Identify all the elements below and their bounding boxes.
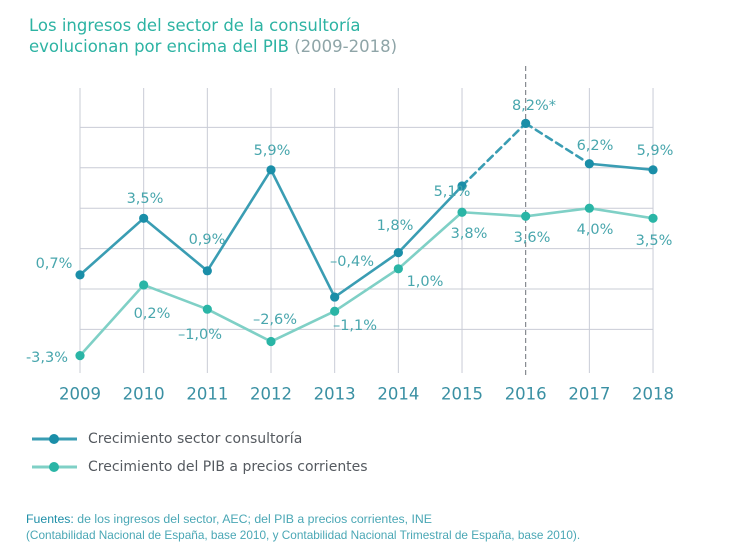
x-tick-label: 2018: [632, 385, 674, 404]
series-1-segment: [588, 206, 655, 220]
data-label: 8,2%*: [512, 98, 556, 114]
series-0-point: [202, 266, 212, 276]
data-label: –1,1%: [333, 318, 377, 334]
data-label: 5,9%: [637, 143, 674, 159]
title-period: (2009-2018): [294, 37, 398, 56]
title-line-1: Los ingresos del sector de la consultorí…: [29, 16, 361, 35]
series-1-segment: [460, 210, 527, 218]
data-label: 5,9%: [254, 143, 291, 159]
x-tick-label: 2014: [377, 385, 419, 404]
data-label: 3,5%: [127, 191, 164, 207]
series-0-segment: [142, 217, 209, 273]
data-label: -3,3%: [26, 350, 68, 366]
series-0-segment: [460, 122, 527, 188]
legend-label: Crecimiento sector consultoría: [88, 431, 302, 447]
series-1-segment: [397, 210, 464, 271]
series-1-segment: [142, 283, 209, 311]
x-tick-label: 2011: [186, 385, 228, 404]
data-label: 3,8%: [451, 226, 488, 242]
chart-title: Los ingresos del sector de la consultorí…: [29, 15, 397, 57]
x-tick-label: 2009: [59, 385, 101, 404]
data-label: 0,9%: [189, 232, 226, 248]
series-1-segment: [206, 307, 273, 343]
series-0-segment: [524, 122, 591, 166]
series-1-point: [521, 211, 531, 221]
data-label: 0,7%: [36, 256, 73, 272]
data-label: –2,6%: [253, 312, 297, 328]
series-0-point: [521, 118, 531, 128]
series-0-segment: [206, 168, 273, 273]
legend-marker: [49, 434, 59, 444]
series-0-point: [457, 181, 467, 191]
legend-marker: [49, 462, 59, 472]
series-0-point: [139, 213, 149, 223]
series-1-point: [584, 203, 594, 213]
series-1-point: [393, 264, 403, 274]
x-tick-label: 2016: [505, 385, 547, 404]
x-tick-label: 2017: [568, 385, 610, 404]
data-label: –0,4%: [330, 254, 374, 270]
series-1-point: [330, 306, 340, 316]
series-1-segment: [333, 267, 400, 313]
series-0-point: [648, 165, 658, 175]
sources-note: Fuentes: de los ingresos del sector, AEC…: [26, 511, 580, 543]
series-1-point: [648, 213, 658, 223]
title-line-2: evolucionan por encima del PIB: [29, 37, 289, 56]
series-0-segment: [78, 217, 145, 277]
data-label: 6,2%: [577, 138, 614, 154]
series-1-segment: [78, 283, 145, 357]
legend-label: Crecimiento del PIB a precios corrientes: [88, 459, 368, 475]
x-tick-label: 2013: [314, 385, 356, 404]
series-1-segment: [269, 309, 336, 343]
data-label: 3,6%: [514, 230, 551, 246]
series-1-point: [75, 351, 85, 361]
sources-label: Fuentes:: [26, 512, 74, 526]
series-0-segment: [397, 184, 464, 254]
x-tick-label: 2010: [123, 385, 165, 404]
series-0-point: [330, 292, 340, 302]
series-0-point: [584, 159, 594, 169]
series-0-point: [266, 165, 276, 175]
x-tick-label: 2012: [250, 385, 292, 404]
x-tick-label: 2015: [441, 385, 483, 404]
data-label: 3,5%: [636, 233, 673, 249]
line-chart: 0,7% 3,5% 0,9% 5,9% –0,4% 1,8% 5,1% 8,2%* 6,2% 5,…: [26, 66, 674, 475]
sources-text: de los ingresos del sector, AEC; del PIB…: [77, 512, 433, 526]
sources-line-2: (Contabilidad Nacional de España, base 2…: [26, 528, 581, 542]
series-1-point: [266, 336, 276, 347]
data-label: 1,0%: [407, 274, 444, 290]
data-label: 0,2%: [134, 306, 171, 322]
series-0-segment: [588, 162, 655, 172]
data-label: –1,0%: [178, 327, 222, 343]
series-0-point: [393, 248, 403, 258]
data-label: 4,0%: [577, 222, 614, 238]
data-label: 5,1%: [434, 184, 471, 200]
series-1-segment: [524, 206, 591, 218]
series-1-point: [202, 304, 212, 314]
series-0-segment: [269, 168, 336, 299]
series-1-point: [139, 280, 149, 290]
series-0-segment: [333, 251, 400, 299]
series-0-point: [75, 270, 85, 280]
series-1-point: [457, 207, 467, 217]
data-label: 1,8%: [377, 218, 414, 234]
